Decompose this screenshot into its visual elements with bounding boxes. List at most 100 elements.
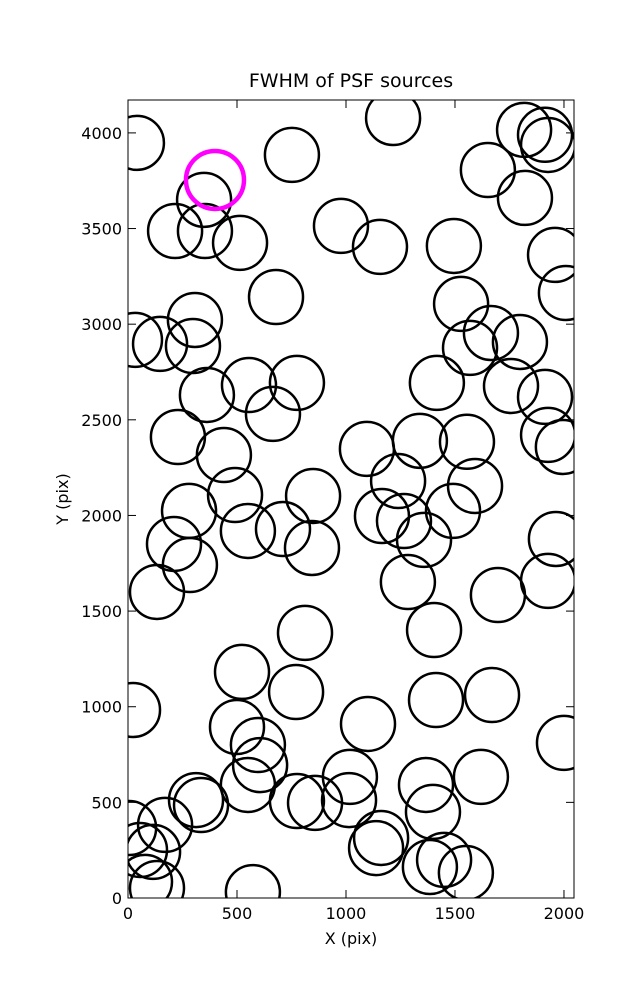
y-tick-label: 0	[112, 889, 122, 908]
psf-source	[369, 452, 427, 510]
x-axis-label: X (pix)	[325, 929, 378, 948]
psf-source	[167, 771, 225, 829]
psf-source	[401, 838, 459, 896]
psf-source	[220, 356, 278, 414]
x-tick-label: 1000	[326, 904, 367, 923]
psf-source	[176, 202, 234, 260]
psf-source	[397, 756, 455, 814]
psf-source	[211, 214, 269, 272]
psf-source	[437, 844, 495, 898]
psf-source	[195, 426, 253, 484]
psf-source	[364, 100, 422, 147]
psf-source	[128, 853, 174, 898]
psf-source	[213, 643, 271, 701]
y-tick-label: 500	[91, 793, 122, 812]
psf-source	[247, 268, 305, 326]
psf-source	[459, 141, 517, 199]
psf-source	[535, 714, 574, 772]
psf-source	[286, 774, 344, 832]
highlight-source	[183, 148, 247, 212]
plot-frame	[127, 99, 575, 899]
chart-title: FWHM of PSF sources	[249, 70, 453, 92]
psf-source	[128, 859, 186, 898]
psf-source	[224, 863, 282, 898]
psf-source	[136, 796, 194, 854]
y-tick-label: 1500	[81, 602, 122, 621]
psf-source	[469, 566, 527, 624]
psf-source	[407, 671, 465, 729]
psf-source	[424, 482, 482, 540]
psf-source	[452, 748, 510, 806]
psf-source	[283, 519, 341, 577]
y-tick-label: 3500	[81, 220, 122, 239]
psf-source	[263, 126, 321, 184]
psf-source	[229, 716, 287, 774]
x-tick-label: 500	[222, 904, 253, 923]
psf-source	[534, 418, 574, 476]
psf-source	[351, 218, 409, 276]
psf-source	[527, 510, 574, 568]
psf-source	[339, 695, 397, 753]
psf-source	[441, 319, 499, 377]
psf-source	[375, 492, 433, 550]
psf-source	[526, 226, 574, 284]
psf-source	[276, 604, 334, 662]
psf-source	[404, 783, 462, 841]
psf-source	[405, 601, 463, 659]
psf-source	[425, 217, 483, 275]
psf-source	[463, 666, 521, 724]
psf-source	[408, 354, 466, 412]
y-tick-label: 1000	[81, 698, 122, 717]
psf-source	[519, 116, 574, 174]
y-axis-label: Y (pix)	[53, 473, 72, 525]
psf-source	[516, 368, 574, 426]
psf-source	[231, 736, 289, 794]
psf-source	[268, 354, 326, 412]
psf-source	[491, 313, 549, 371]
y-tick-label: 4000	[81, 124, 122, 143]
psf-source	[166, 291, 224, 349]
psf-source	[131, 315, 189, 373]
psf-source	[284, 467, 342, 525]
plot-area	[128, 100, 574, 898]
psf-source	[347, 819, 405, 877]
psf-source	[312, 197, 370, 255]
psf-source	[537, 264, 574, 322]
x-tick-label: 0	[123, 904, 133, 923]
psf-source	[146, 202, 204, 260]
psf-source	[172, 776, 230, 834]
psf-source	[219, 502, 277, 560]
psf-source	[353, 487, 411, 545]
psf-source	[320, 771, 378, 829]
psf-source	[178, 366, 236, 424]
psf-source	[446, 457, 504, 515]
psf-source	[128, 563, 186, 621]
psf-source	[519, 406, 574, 464]
psf-source	[352, 809, 410, 867]
x-tick-label: 2000	[544, 904, 585, 923]
psf-source	[432, 275, 490, 333]
y-tick-label: 2000	[81, 506, 122, 525]
psf-source	[208, 698, 266, 756]
psf-source	[254, 500, 312, 558]
y-tick-label: 3000	[81, 315, 122, 334]
psf-source	[267, 663, 325, 721]
psf-source	[206, 466, 264, 524]
psf-source	[128, 823, 182, 881]
psf-source	[438, 413, 496, 471]
psf-source	[128, 114, 166, 172]
x-tick-label: 1500	[435, 904, 476, 923]
psf-source	[391, 412, 449, 470]
psf-source	[128, 821, 169, 879]
psf-source	[128, 681, 162, 739]
psf-source	[379, 553, 437, 611]
psf-source	[395, 511, 453, 569]
psf-source	[175, 171, 233, 229]
psf-source	[482, 357, 540, 415]
psf-source	[496, 169, 554, 227]
y-tick-label: 2500	[81, 411, 122, 430]
psf-source	[462, 304, 520, 362]
psf-source	[128, 311, 164, 369]
psf-source	[244, 385, 302, 443]
